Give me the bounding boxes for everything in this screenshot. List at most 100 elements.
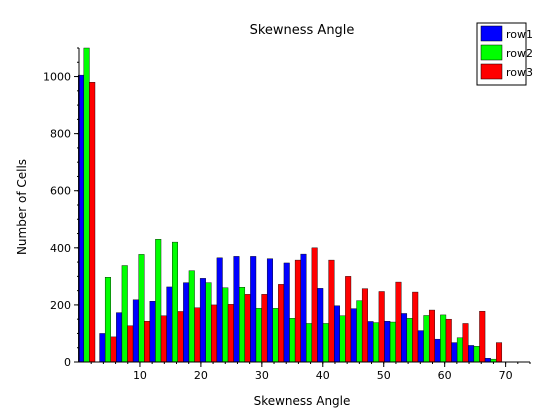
y-axis-label: Number of Cells — [15, 159, 29, 255]
y-tick-label-600: 600 — [50, 185, 71, 198]
bar-row1-5 — [166, 286, 173, 363]
bar-row3-1 — [110, 336, 117, 363]
bar-row2-9 — [239, 287, 246, 363]
bar-row2-4 — [155, 239, 162, 363]
bar-row1-13 — [300, 253, 307, 363]
y-tick-label-400: 400 — [50, 242, 71, 255]
y-tick-label-0: 0 — [64, 356, 71, 369]
y-tick-label-800: 800 — [50, 128, 71, 141]
bar-row1-20 — [417, 330, 424, 363]
bar-row3-19 — [412, 291, 419, 363]
legend-label-row3: row3 — [506, 66, 533, 79]
bar-row2-19 — [406, 318, 413, 363]
bar-row2-1 — [104, 277, 111, 363]
bar-row2-20 — [423, 315, 430, 363]
bar-row3-12 — [294, 259, 301, 363]
bar-row1-2 — [116, 312, 123, 363]
bar-row1-19 — [401, 313, 408, 363]
bar-row2-15 — [339, 315, 346, 363]
bar-row3-14 — [328, 259, 335, 363]
bar-row2-16 — [356, 300, 363, 363]
x-tick-label-30: 30 — [255, 369, 269, 382]
bar-row2-18 — [389, 321, 396, 363]
bar-row1-17 — [367, 321, 374, 363]
legend-swatch-row3 — [480, 63, 503, 80]
bar-row3-20 — [428, 309, 435, 363]
y-axis-ticks: 0 200 400 600 800 1000 — [43, 47, 79, 369]
legend-swatch-row1 — [480, 25, 503, 42]
x-tick-label-40: 40 — [316, 369, 330, 382]
x-tick-label-20: 20 — [194, 369, 208, 382]
bar-row1-15 — [334, 305, 340, 363]
bar-row3-21 — [445, 318, 452, 363]
legend-swatch-row2 — [480, 44, 503, 61]
x-tick-label-10: 10 — [133, 369, 147, 382]
x-axis-label: Skewness Angle — [254, 394, 351, 408]
bar-row2-12 — [289, 318, 296, 363]
bar-row1-10 — [250, 256, 257, 363]
bars-group — [78, 47, 503, 363]
legend-label-row1: row1 — [506, 28, 533, 41]
y-tick-label-200: 200 — [50, 299, 71, 312]
bar-row3-4 — [160, 315, 167, 363]
bar-row1-12 — [283, 262, 290, 363]
bar-row2-8 — [222, 287, 229, 363]
bar-row2-7 — [205, 282, 212, 363]
bar-row1-23 — [468, 345, 475, 363]
bar-row2-22 — [456, 337, 463, 363]
y-tick-label-1000: 1000 — [43, 71, 71, 84]
legend-label-row2: row2 — [506, 47, 533, 60]
bar-row2-14 — [322, 323, 329, 363]
bar-row3-9 — [244, 294, 251, 363]
bar-row2-11 — [272, 308, 279, 363]
bar-row3-11 — [278, 284, 285, 363]
bar-row1-16 — [350, 308, 357, 363]
x-axis-ticks: 10 20 30 40 50 60 70 — [90, 362, 531, 382]
bar-row3-15 — [345, 276, 352, 363]
x-tick-label-70: 70 — [499, 369, 513, 382]
bar-row3-8 — [227, 304, 234, 363]
x-tick-label-50: 50 — [377, 369, 391, 382]
bar-row3-16 — [361, 288, 368, 363]
bar-row3-22 — [462, 323, 469, 363]
bar-row1-22 — [451, 342, 458, 363]
bar-row1-18 — [384, 320, 391, 363]
bar-row3-3 — [144, 320, 151, 363]
bar-row3-0 — [89, 82, 96, 363]
bar-row1-4 — [149, 301, 156, 363]
bar-row2-5 — [171, 241, 178, 363]
bar-row1-11 — [266, 258, 273, 363]
bar-row3-10 — [261, 294, 268, 363]
bar-row3-5 — [177, 311, 184, 363]
bar-row3-7 — [211, 304, 218, 363]
bar-row2-6 — [188, 270, 195, 363]
bar-row1-9 — [233, 256, 240, 363]
bar-row2-21 — [440, 314, 447, 363]
bar-row3-2 — [127, 325, 134, 363]
legend: row1 row2 row3 — [476, 22, 533, 86]
bar-row1-6 — [183, 282, 190, 363]
bar-row3-18 — [395, 281, 402, 363]
bar-row3-24 — [496, 342, 503, 363]
bar-row1-3 — [132, 299, 139, 363]
bar-row2-17 — [373, 322, 380, 363]
bar-row3-13 — [311, 247, 318, 363]
bar-row2-13 — [306, 323, 313, 363]
bar-row2-10 — [255, 308, 262, 363]
bar-row3-23 — [479, 310, 486, 363]
x-tick-label-60: 60 — [438, 369, 452, 382]
bar-row3-17 — [378, 291, 385, 363]
bar-row2-0 — [83, 47, 90, 363]
bar-row1-8 — [216, 257, 223, 363]
chart-title: Skewness Angle — [250, 23, 355, 38]
bar-row1-24 — [484, 358, 491, 363]
bar-row1-7 — [199, 278, 206, 363]
bar-row1-21 — [434, 338, 441, 363]
bar-row3-6 — [194, 307, 201, 363]
bar-row2-2 — [121, 265, 128, 363]
bar-row1-1 — [99, 333, 106, 363]
bar-row1-14 — [317, 288, 324, 363]
bar-row2-3 — [138, 254, 145, 363]
